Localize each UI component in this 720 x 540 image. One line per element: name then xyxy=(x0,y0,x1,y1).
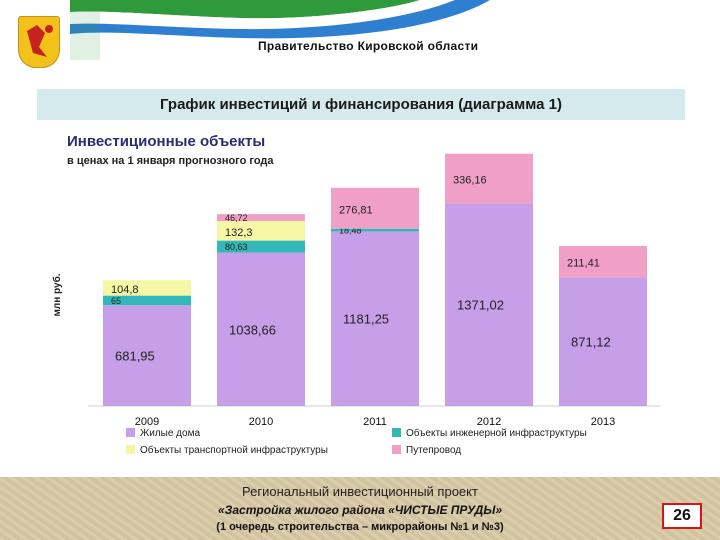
chart-heading: Инвестиционные объекты xyxy=(67,133,265,150)
legend-swatch xyxy=(392,445,401,454)
x-tick-label: 2010 xyxy=(249,416,273,428)
stacked-bar-chart: Инвестиционные объекты в ценах на 1 январ… xyxy=(0,120,720,476)
data-label: 65 xyxy=(111,296,121,306)
legend-swatch xyxy=(392,428,401,437)
legend-swatch xyxy=(126,428,135,437)
y-axis-label: млн руб. xyxy=(51,273,63,316)
bar-segment xyxy=(103,295,191,306)
data-label: 871,12 xyxy=(571,335,611,350)
bar-segment xyxy=(445,153,533,204)
chart-subheading: в ценах на 1 января прогнозного года xyxy=(67,155,274,167)
bar-segment xyxy=(217,221,305,241)
bar-segment xyxy=(217,240,305,253)
page-number: 26 xyxy=(662,503,702,529)
bar-segment xyxy=(445,203,533,406)
chart-title-bar: График инвестиций и финансирования (диаг… xyxy=(37,89,685,120)
chart-canvas: Инвестиционные объекты в ценах на 1 январ… xyxy=(51,128,666,456)
x-tick-label: 2009 xyxy=(135,416,159,428)
legend-entry: Объекты инженерной инфраструктуры xyxy=(406,427,587,439)
data-label: 80,63 xyxy=(225,242,248,252)
footer: Региональный инвестиционный проект «Заст… xyxy=(0,477,720,540)
data-label: 46,72 xyxy=(225,213,248,223)
data-label: 336,16 xyxy=(453,175,487,187)
bar-segment xyxy=(103,305,191,406)
bar-segment xyxy=(103,280,191,296)
footer-project-name: «Застройка жилого района «ЧИСТЫЕ ПРУДЫ» xyxy=(218,503,502,517)
data-label: 211,41 xyxy=(567,258,600,270)
data-label: 276,81 xyxy=(339,204,373,216)
kirov-coat-of-arms-icon xyxy=(18,16,60,68)
data-label: 18,48 xyxy=(339,226,362,236)
x-tick-label: 2011 xyxy=(363,416,387,428)
data-label: 1038,66 xyxy=(229,322,276,337)
bar-segment xyxy=(331,231,419,406)
bar-segment xyxy=(559,277,647,406)
legend-swatch xyxy=(126,445,135,454)
data-label: 1181,25 xyxy=(343,312,389,327)
kirov-flag-banner xyxy=(70,0,720,60)
x-tick-label: 2012 xyxy=(477,416,501,428)
legend-entry: Путепровод xyxy=(406,445,461,456)
legend-entry: Объекты транспортной инфраструктуры xyxy=(140,444,328,456)
government-title: Правительство Кировской области xyxy=(258,39,479,53)
footer-project-type: Региональный инвестиционный проект xyxy=(242,484,478,499)
data-label: 132,3 xyxy=(225,227,253,239)
data-label: 1371,02 xyxy=(457,298,504,313)
footer-project-stage: (1 очередь строительства – микрорайоны №… xyxy=(216,521,504,533)
chart-title: График инвестиций и финансирования (диаг… xyxy=(160,96,562,113)
bar-segment xyxy=(217,252,305,406)
x-tick-label: 2013 xyxy=(591,416,615,428)
bar-segment xyxy=(331,187,419,229)
bar-segment xyxy=(331,228,419,232)
header: Правительство Кировской области xyxy=(0,0,720,84)
bar-segment xyxy=(217,214,305,222)
data-label: 681,95 xyxy=(115,349,155,364)
bar-segment xyxy=(559,246,647,278)
data-label: 104,8 xyxy=(111,284,139,296)
legend-entry: Жилые дома xyxy=(140,428,200,439)
